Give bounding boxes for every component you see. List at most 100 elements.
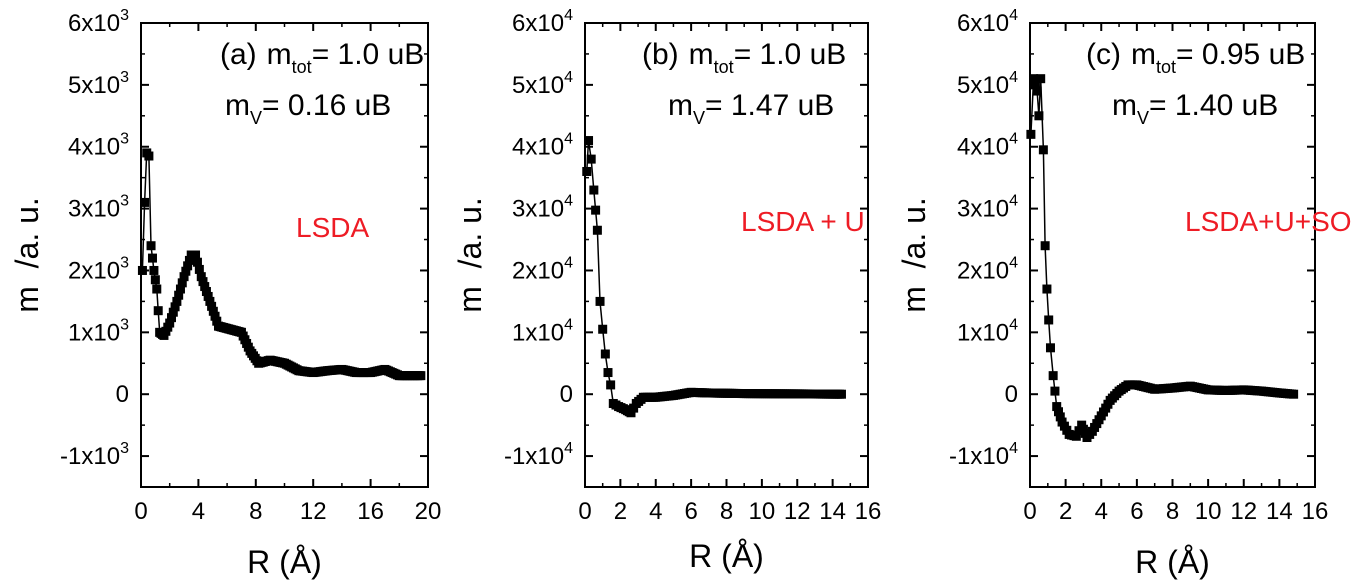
data-point: [201, 287, 211, 297]
data-point: [1044, 315, 1054, 325]
x-tick-label: 8: [249, 498, 262, 525]
y-tick-label-exponent: 4: [564, 69, 573, 86]
panel-annotation-mv: mV= 1.47 uB: [668, 89, 834, 128]
data-point: [212, 316, 222, 326]
y-tick-label: 6x104: [512, 7, 573, 37]
x-tick-label: 8: [1166, 498, 1179, 525]
y-tick-label-exponent: 4: [1009, 316, 1018, 333]
series-line: [586, 140, 842, 414]
data-point: [598, 324, 608, 334]
mtot-value: = 1.0 uB: [312, 38, 425, 71]
x-tick-label: 10: [749, 498, 776, 525]
mtot-symbol: m: [267, 38, 292, 71]
data-point: [582, 166, 592, 176]
x-tick-label: 0: [1023, 498, 1036, 525]
data-point: [137, 265, 147, 275]
method-label: LSDA: [296, 212, 369, 243]
y-tick-label: 3x103: [68, 193, 129, 223]
data-point: [210, 311, 220, 321]
mtot-symbol: m: [1131, 38, 1156, 71]
data-point: [1289, 389, 1299, 399]
data-point: [592, 225, 602, 235]
y-tick-label-exponent: 4: [564, 254, 573, 271]
data-point: [146, 241, 156, 251]
y-tick-label-base: 4x10: [68, 134, 120, 161]
data-point: [626, 408, 636, 418]
panel-annotation-mv: mV= 1.40 uB: [1112, 89, 1278, 128]
x-tick-label: 2: [614, 498, 627, 525]
data-point: [1036, 74, 1046, 84]
data-point: [606, 380, 616, 390]
data-point: [1040, 241, 1050, 251]
data-point: [586, 154, 596, 164]
data-point: [191, 250, 201, 260]
x-tick-label: 10: [1195, 498, 1222, 525]
y-tick-label: -1x104: [949, 440, 1018, 470]
x-tick-label: 8: [720, 498, 733, 525]
mtot-symbol: m: [689, 38, 714, 71]
data-point: [179, 272, 189, 282]
chart-panel-b: 0 2 4 6 8 10 12 14 16-1x10401x1042x1043x1044x104…: [452, 7, 881, 574]
data-point: [147, 253, 157, 263]
mtot-subscript: tot: [292, 57, 312, 77]
data-point: [600, 349, 610, 359]
mtot-subscript: tot: [714, 57, 734, 77]
data-point: [175, 284, 185, 294]
y-tick-label-base: -1x10: [949, 443, 1009, 470]
data-point: [150, 275, 160, 285]
y-tick-label: 4x104: [957, 131, 1018, 161]
y-tick-label-exponent: 3: [120, 7, 129, 24]
data-point: [1071, 431, 1081, 441]
data-point: [172, 296, 182, 306]
y-tick-label-exponent: 4: [564, 316, 573, 333]
x-tick-label: 4: [1095, 498, 1108, 525]
data-point: [1052, 402, 1062, 412]
data-point: [207, 301, 217, 311]
mv-subscript: V: [1137, 108, 1149, 128]
data-point: [1055, 412, 1065, 422]
y-tick-label-base: -1x10: [504, 443, 564, 470]
mv-subscript: V: [693, 108, 705, 128]
data-point: [208, 306, 218, 316]
y-tick-label-base: 2x10: [512, 257, 564, 284]
y-axis-title: m /a. u.: [9, 197, 45, 313]
mv-value: = 1.47 uB: [705, 89, 834, 122]
data-point: [1048, 371, 1058, 381]
mtot-value: = 1.0 uB: [734, 38, 847, 71]
x-axis-title: R (Å): [1135, 544, 1210, 580]
data-point: [198, 277, 208, 287]
y-tick-label: 0: [1005, 381, 1018, 408]
method-label: LSDA + U: [741, 206, 865, 237]
data-point: [1030, 80, 1040, 90]
x-axis-title: R (Å): [689, 538, 764, 574]
mv-subscript: V: [250, 108, 262, 128]
x-tick-label: 6: [684, 498, 697, 525]
panel-annotation-mtot: (c) mtot= 0.95 uB: [1086, 38, 1305, 77]
method-label: LSDA+U+SOC: [1185, 206, 1351, 237]
y-tick-label: 2x104: [512, 254, 573, 284]
data-point: [168, 307, 178, 317]
y-tick-label-base: 1x10: [68, 319, 120, 346]
y-tick-label-base: 5x10: [68, 72, 120, 99]
y-tick-label: 3x104: [957, 193, 1018, 223]
y-tick-label: -1x104: [504, 440, 573, 470]
y-tick-label: 5x103: [68, 69, 129, 99]
panel-annotation-mtot: (b) mtot= 1.0 uB: [642, 38, 846, 77]
panel-label: (a): [220, 38, 257, 71]
y-tick-label: 6x104: [957, 7, 1018, 37]
y-tick-label: 6x103: [68, 7, 129, 37]
y-tick-label: 4x103: [68, 131, 129, 161]
y-tick-label-base: 0: [560, 381, 573, 408]
data-point: [177, 278, 187, 288]
x-tick-label: 12: [784, 498, 811, 525]
y-tick-label-base: -1x10: [60, 443, 120, 470]
y-tick-label: 2x104: [957, 254, 1018, 284]
y-tick-label: 3x104: [512, 193, 573, 223]
x-tick-label: 16: [357, 498, 384, 525]
x-tick-label: 14: [1266, 498, 1293, 525]
y-axis-title: m /a. u.: [452, 197, 488, 313]
panel-label: (c): [1086, 38, 1121, 71]
data-point: [174, 290, 184, 300]
y-tick-label-exponent: 3: [120, 131, 129, 148]
